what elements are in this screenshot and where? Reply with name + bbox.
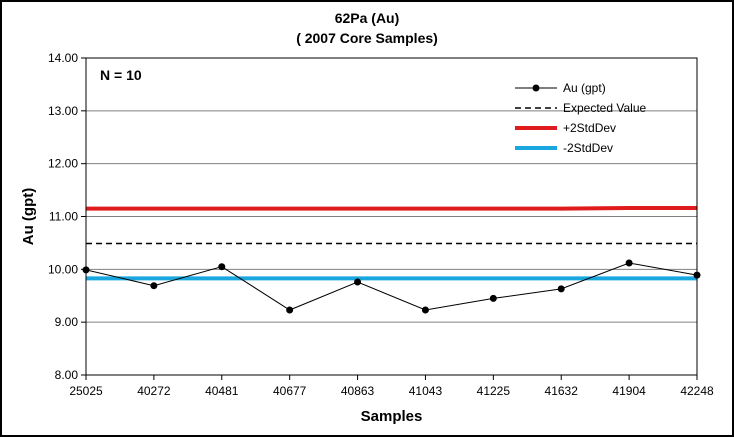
x-tick-label: 40863 bbox=[341, 384, 375, 398]
data-point bbox=[218, 263, 226, 271]
y-tick-labels: 8.00 9.00 10.00 11.00 12.00 13.00 14.00 bbox=[48, 51, 78, 382]
legend-label: Expected Value bbox=[563, 101, 646, 115]
y-tick-label: 14.00 bbox=[48, 51, 78, 65]
data-point bbox=[286, 306, 294, 314]
y-tick-label: 12.00 bbox=[48, 157, 78, 171]
x-tick-label: 40677 bbox=[273, 384, 307, 398]
legend-label: -2StdDev bbox=[563, 141, 613, 155]
x-tick-label: 41225 bbox=[477, 384, 511, 398]
plot-area-border bbox=[85, 57, 698, 376]
n-annotation: N = 10 bbox=[100, 67, 142, 83]
x-tick-label: 25025 bbox=[69, 384, 103, 398]
data-point bbox=[489, 294, 497, 302]
series-line-2stddev bbox=[86, 206, 697, 211]
series-group bbox=[82, 206, 701, 314]
y-tick-label: 10.00 bbox=[48, 262, 78, 276]
legend-marker bbox=[532, 84, 540, 92]
legend-label: Au (gpt) bbox=[563, 81, 606, 95]
x-tick-label: 40481 bbox=[205, 384, 239, 398]
chart-title: 62Pa (Au) bbox=[334, 10, 400, 26]
y-tick-label: 9.00 bbox=[55, 315, 79, 329]
x-tick-label: 41632 bbox=[545, 384, 579, 398]
legend-label: +2StdDev bbox=[563, 121, 616, 135]
legend: Au (gpt) Expected Value +2StdDev -2StdDev bbox=[515, 81, 646, 155]
data-point bbox=[625, 259, 633, 267]
y-tick-label: 13.00 bbox=[48, 104, 78, 118]
data-point bbox=[557, 285, 565, 293]
x-tick-label: 41904 bbox=[612, 384, 646, 398]
y-axis-title: Au (gpt) bbox=[20, 188, 37, 245]
chart-subtitle: ( 2007 Core Samples) bbox=[296, 30, 438, 46]
x-axis-title: Samples bbox=[361, 408, 423, 425]
x-tick-label: 40272 bbox=[137, 384, 171, 398]
x-tick-labels: 25025 40272 40481 40677 40863 41043 41225 41632… bbox=[69, 384, 714, 398]
x-tick-label: 41043 bbox=[409, 384, 443, 398]
y-tick-label: 8.00 bbox=[55, 368, 79, 382]
data-point bbox=[421, 306, 429, 314]
x-tick-label: 42248 bbox=[680, 384, 714, 398]
data-point bbox=[354, 278, 362, 286]
data-point bbox=[150, 282, 158, 290]
series-line-au-gpt bbox=[85, 262, 698, 311]
y-tick-label: 11.00 bbox=[49, 210, 78, 224]
